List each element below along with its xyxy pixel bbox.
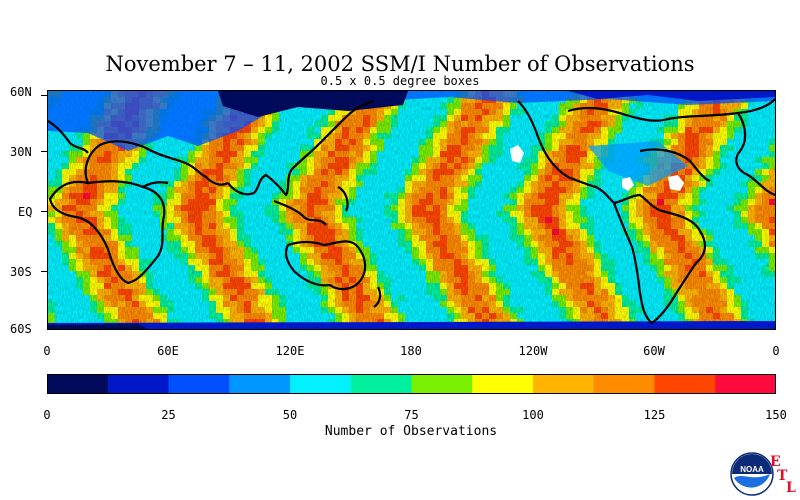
lat-label-60n: 60N [10,85,32,99]
lon-label-0-end: 0 [772,344,780,358]
colorbar-cell [654,374,716,394]
map-title: November 7 – 11, 2002 SSM/I Number of Ob… [105,52,695,76]
colorbar-cell [290,374,352,394]
logo-letter-t: T [777,468,788,484]
colorbar-tick-label: 75 [404,408,419,422]
map-panel [47,90,776,330]
y-tick [41,95,47,96]
y-tick [41,151,47,152]
noaa-logo: NOAA [730,452,774,496]
colorbar-tick-label: 150 [765,408,787,422]
colorbar [47,374,776,394]
colorbar-title: Number of Observations [324,424,498,439]
lon-label-60w: 60W [643,344,665,358]
colorbar-cell [472,374,534,394]
colorbar-tick-label: 50 [282,408,298,422]
lon-label-120e: 120E [275,344,305,358]
colorbar-cell [715,374,776,394]
lat-label-60s: 60S [10,322,32,336]
lat-label-30s: 30S [10,265,32,279]
colorbar-cell [350,374,413,394]
y-tick [41,211,47,212]
colorbar-cell [229,374,291,394]
lon-label-0: 0 [43,344,51,358]
y-tick [41,271,47,272]
colorbar-cell [593,374,656,394]
saturation-patches [510,145,684,191]
colorbar-tick-label: 125 [643,408,666,422]
lat-label-eq: EQ [18,205,33,219]
logo-letter-e: E [770,454,781,470]
colorbar-cell [107,374,170,394]
colorbar-cell [533,374,595,394]
logo-text: NOAA [740,465,764,474]
colorbar-cell [168,374,230,394]
coastlines [48,98,775,325]
lon-label-180: 180 [400,344,422,358]
colorbar-tick-label: 0 [43,408,51,422]
lon-label-60e: 60E [157,344,179,358]
lat-label-30n: 30N [10,145,32,159]
logo-letter-l: L [786,480,796,496]
colorbar-cell [411,374,473,394]
colorbar-tick-label: 100 [522,408,544,422]
observation-map [48,91,775,329]
colorbar-cell [47,374,109,394]
lon-label-120w: 120W [518,344,548,358]
map-subtitle: 0.5 x 0.5 degree boxes [320,74,480,88]
polar-low-observation-zones [48,91,775,329]
colorbar-tick-label: 25 [161,408,176,422]
